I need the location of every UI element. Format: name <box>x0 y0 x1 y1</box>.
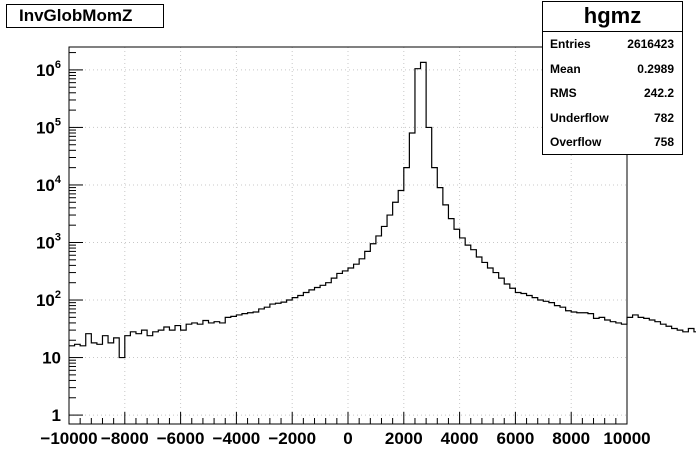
y-tick-label: 102 <box>36 289 61 310</box>
stats-label: RMS <box>550 86 577 100</box>
y-tick-label: 104 <box>36 174 62 195</box>
stats-value: 782 <box>653 110 674 125</box>
x-tick-label: 6000 <box>496 429 534 448</box>
x-tick-label: −8000 <box>101 429 149 448</box>
stats-row-rms: RMS 242.2 <box>543 81 682 106</box>
x-tick-label: 4000 <box>441 429 479 448</box>
stats-name: hgmz <box>543 2 682 32</box>
stats-box: hgmz Entries 2616423 Mean 0.2989 RMS 242… <box>542 1 683 155</box>
x-tick-label: −6000 <box>157 429 205 448</box>
stats-row-entries: Entries 2616423 <box>543 32 682 57</box>
stats-label: Mean <box>550 61 581 76</box>
y-tick-label: 1 <box>52 406 61 425</box>
x-tick-label: 10000 <box>603 429 650 448</box>
x-tick-label: 8000 <box>552 429 590 448</box>
x-tick-label: −4000 <box>213 429 261 448</box>
stats-value: 0.2989 <box>637 61 674 76</box>
x-tick-label: −2000 <box>268 429 316 448</box>
stats-row-mean: Mean 0.2989 <box>543 57 682 82</box>
y-tick-label: 106 <box>36 59 61 80</box>
y-tick-label: 10 <box>42 349 61 368</box>
stats-row-underflow: Underflow 782 <box>543 106 682 131</box>
x-tick-label: −10000 <box>40 429 97 448</box>
y-tick-label: 103 <box>36 231 61 252</box>
stats-value: 242.2 <box>643 86 674 100</box>
x-tick-label: 0 <box>343 429 352 448</box>
stats-value: 2616423 <box>627 37 674 51</box>
y-tick-label: 105 <box>36 116 61 137</box>
x-tick-label: 2000 <box>385 429 423 448</box>
stats-label: Underflow <box>550 110 609 125</box>
stats-label: Overflow <box>550 135 602 149</box>
stats-row-overflow: Overflow 758 <box>543 130 682 155</box>
histogram-title: InvGlobMomZ <box>6 4 164 28</box>
stats-value: 758 <box>653 135 674 149</box>
histogram-outline <box>69 61 696 359</box>
stats-label: Entries <box>550 37 591 51</box>
